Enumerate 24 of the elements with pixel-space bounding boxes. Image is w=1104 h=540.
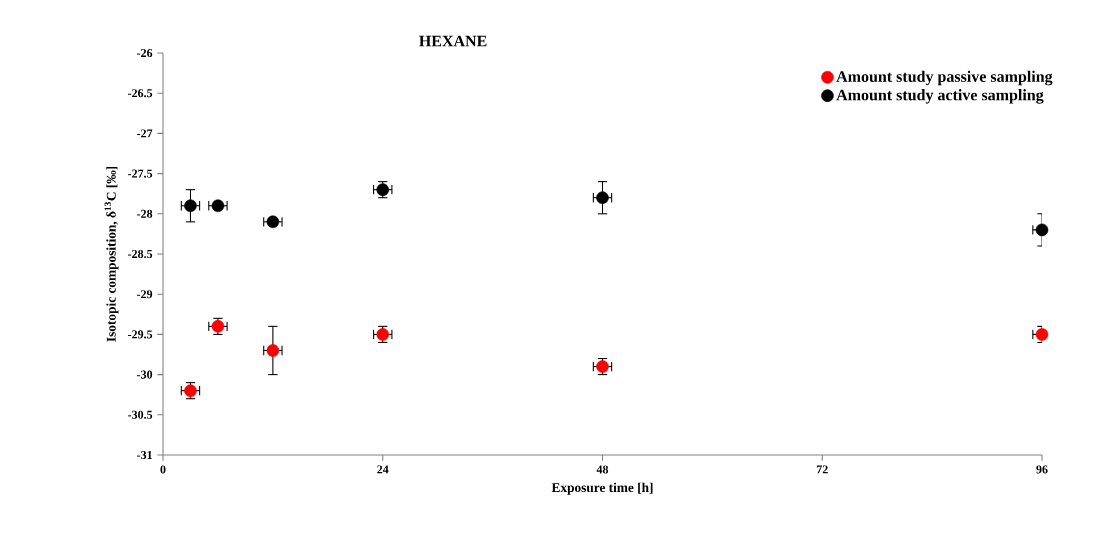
point — [184, 199, 197, 213]
y-tick-label: -26 — [137, 48, 153, 58]
y-tick-label: -26.5 — [128, 89, 153, 98]
y-tick-label: -30 — [137, 370, 153, 379]
legend-label: Amount study active sampling — [836, 89, 1044, 104]
point — [596, 191, 609, 204]
x-tick-label: 24 — [377, 465, 389, 474]
y-tick-label: -29.5 — [128, 330, 153, 339]
legend-label: Amount study passive sampling — [836, 70, 1053, 86]
y-axis-title: Isotopic composition, δ$^{13}$C [‰] — [104, 166, 119, 342]
y-tick-label: -31 — [137, 450, 152, 460]
y-tick-label: -30.5 — [128, 410, 153, 419]
x-tick-label: 72 — [816, 465, 828, 474]
y-tick-label: -29 — [137, 290, 153, 299]
x-tick-label: 96 — [1036, 465, 1048, 474]
y-tick-label: -27 — [137, 129, 153, 138]
x-tick-label: 0 — [160, 465, 166, 474]
x-tick-label: 48 — [596, 465, 609, 474]
point — [1035, 328, 1049, 341]
x-axis-title: Exposure time [h] — [551, 482, 653, 495]
y-tick-label: -28.5 — [128, 249, 153, 259]
y-tick-label: -27.5 — [128, 169, 153, 178]
chart-title: HEXANE — [419, 35, 487, 47]
y-tick-label: -28 — [137, 209, 153, 218]
